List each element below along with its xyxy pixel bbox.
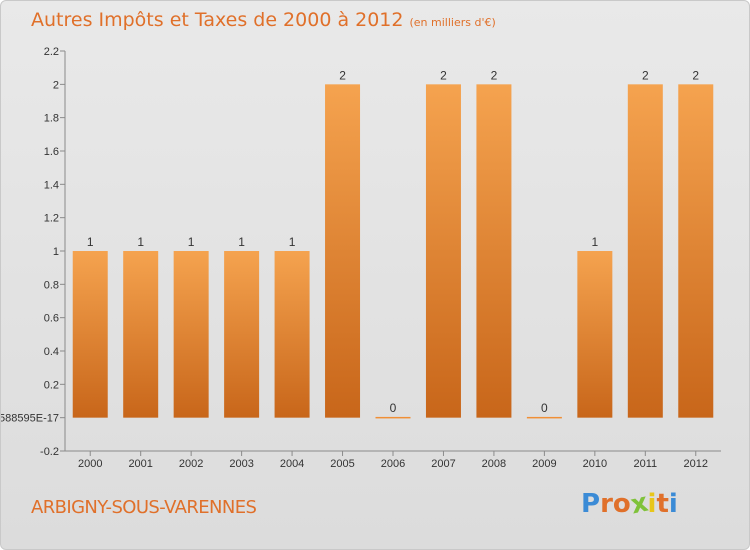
data-label-2005: 2 xyxy=(339,68,346,82)
logo-letter: i xyxy=(668,489,678,519)
y-tick-label: 1.8 xyxy=(44,113,59,125)
data-label-2012: 2 xyxy=(692,68,699,82)
y-tick-label: 0.2 xyxy=(44,379,59,391)
x-tick-label-2012: 2012 xyxy=(684,458,708,470)
y-tick-label: 2 xyxy=(53,79,59,91)
logo-letter: r xyxy=(600,489,613,519)
data-label-2009: 0 xyxy=(541,401,548,415)
x-tick-label-2010: 2010 xyxy=(583,458,607,470)
data-label-2004: 1 xyxy=(289,235,296,249)
data-label-2003: 1 xyxy=(238,235,245,249)
bar-2008 xyxy=(476,84,512,418)
bar-2001 xyxy=(123,251,159,418)
bar-2006 xyxy=(375,416,411,419)
y-tick-label: 1.6 xyxy=(44,146,59,158)
x-tick-label-2001: 2001 xyxy=(128,458,152,470)
logo-letter: P xyxy=(581,489,601,519)
bar-2005 xyxy=(325,84,361,418)
y-tick-label: 0.4 xyxy=(44,346,59,358)
bar-2003 xyxy=(224,251,260,418)
data-label-2006: 0 xyxy=(390,401,397,415)
bar-2000 xyxy=(72,251,108,418)
data-label-2010: 1 xyxy=(592,235,599,249)
y-tick-label: 1 xyxy=(53,246,59,258)
bar-2002 xyxy=(173,251,209,418)
data-label-2008: 2 xyxy=(491,68,498,82)
bar-2010 xyxy=(577,251,613,418)
y-tick-label: 2.2 xyxy=(44,46,59,58)
x-tick-label-2003: 2003 xyxy=(229,458,253,470)
x-tick-label-2011: 2011 xyxy=(633,458,657,470)
bar-2012 xyxy=(678,84,714,418)
bar-2009 xyxy=(526,416,562,419)
bar-2007 xyxy=(425,84,461,418)
x-tick-label-2008: 2008 xyxy=(482,458,506,470)
x-tick-label-2007: 2007 xyxy=(431,458,455,470)
bar-2004 xyxy=(274,251,310,418)
bar-2011 xyxy=(627,84,663,418)
y-tick-label: -0.2 xyxy=(40,446,59,458)
chart-title: Autres Impôts et Taxes de 2000 à 2012 (en… xyxy=(31,9,496,31)
y-tick-label: 1.4 xyxy=(44,179,59,191)
x-tick-label-2002: 2002 xyxy=(179,458,203,470)
proxiti-logo: Proxiti xyxy=(581,488,678,521)
data-label-2011: 2 xyxy=(642,68,649,82)
x-tick-label-2005: 2005 xyxy=(330,458,354,470)
y-tick-label: 0.6 xyxy=(44,313,59,325)
commune-name: ARBIGNY-SOUS-VARENNES xyxy=(31,497,257,518)
data-label-2000: 1 xyxy=(87,235,94,249)
data-label-2002: 1 xyxy=(188,235,195,249)
y-tick-label: 0.8 xyxy=(44,279,59,291)
y-tick-label: -1.5265566588595E-17 xyxy=(1,413,59,425)
chart-title-text: Autres Impôts et Taxes de 2000 à 2012 xyxy=(31,9,404,31)
logo-letter: i xyxy=(647,489,657,519)
x-tick-label-2006: 2006 xyxy=(381,458,405,470)
y-tick-label: 1.2 xyxy=(44,213,59,225)
x-tick-label-2000: 2000 xyxy=(78,458,102,470)
x-tick-label-2009: 2009 xyxy=(532,458,556,470)
chart-subtitle: (en milliers d'€) xyxy=(409,16,496,29)
x-tick-label-2004: 2004 xyxy=(280,458,304,470)
logo-letter: o xyxy=(612,489,631,519)
data-label-2001: 1 xyxy=(137,235,144,249)
data-label-2007: 2 xyxy=(440,68,447,82)
logo-letter: t xyxy=(656,489,669,519)
